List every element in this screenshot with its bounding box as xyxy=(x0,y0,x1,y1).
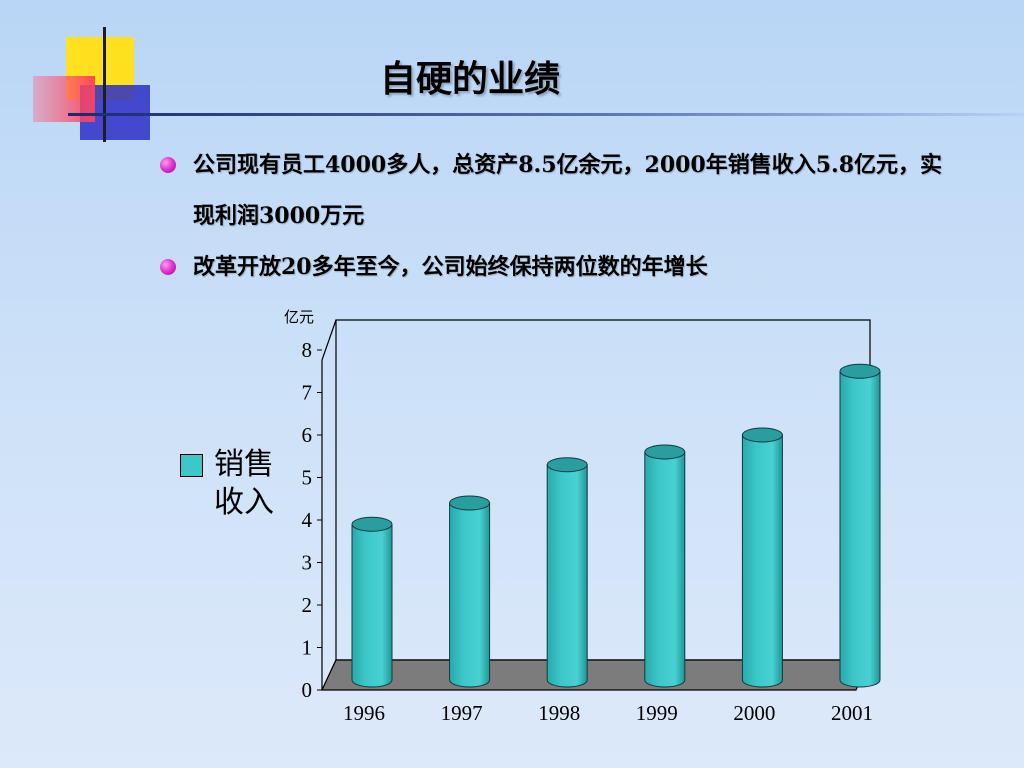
bar-top xyxy=(741,427,783,443)
y-tick-label: 2 xyxy=(302,593,313,617)
bar-top xyxy=(546,457,588,473)
title-underline xyxy=(68,113,1024,116)
y-tick-label: 1 xyxy=(302,636,313,660)
bullet-dot-icon xyxy=(160,259,176,275)
deco-vertical-line xyxy=(103,27,106,142)
bullet-text: 改革开放20多年至今，公司始终保持两位数的年增长 xyxy=(193,254,708,280)
sales-chart: 0 1 2 3 4 5 6 7 8 亿元 1996 1997 1998 1999 2000 2001 xyxy=(280,300,900,730)
x-tick-label: 2000 xyxy=(733,701,775,725)
bullet-item: 公司现有员工4000多人，总资产8.5亿余元，2000年销售收入5.8亿元，实现… xyxy=(160,140,960,242)
bar xyxy=(449,502,491,688)
title-decoration xyxy=(33,27,150,142)
x-tick-label: 1998 xyxy=(538,701,580,725)
y-tick-label: 0 xyxy=(302,678,313,702)
bullet-item: 改革开放20多年至今，公司始终保持两位数的年增长 xyxy=(160,242,960,293)
y-axis-unit-label: 亿元 xyxy=(284,308,314,326)
legend-swatch xyxy=(180,454,203,477)
y-tick-label: 6 xyxy=(302,423,313,447)
y-tick-label: 7 xyxy=(302,381,313,405)
bar-top xyxy=(449,495,491,511)
chart-back-wall xyxy=(335,319,871,661)
page-title: 自硬的业绩 xyxy=(379,59,560,100)
bullet-list: 公司现有员工4000多人，总资产8.5亿余元，2000年销售收入5.8亿元，实现… xyxy=(160,140,960,293)
y-tick-label: 4 xyxy=(302,508,313,532)
bar-top xyxy=(839,363,881,379)
bar xyxy=(351,523,393,688)
legend-label: 销售收入 xyxy=(214,447,274,520)
bar xyxy=(839,370,881,688)
bullet-dot-icon xyxy=(160,157,176,173)
bar xyxy=(546,464,588,688)
chart-canvas: 0 1 2 3 4 5 6 7 8 亿元 1996 1997 1998 1999 2000 2001 xyxy=(284,308,881,725)
bar-top xyxy=(644,444,686,460)
x-tick-label: 1996 xyxy=(343,701,385,725)
x-tick-label: 1999 xyxy=(636,701,678,725)
bar xyxy=(741,434,783,688)
y-tick-label: 3 xyxy=(302,551,313,575)
x-tick-label: 2001 xyxy=(831,701,873,725)
bar-top xyxy=(351,516,393,532)
chart-side-edge xyxy=(321,319,337,361)
bullet-text: 公司现有员工4000多人，总资产8.5亿余元，2000年销售收入5.8亿元，实现… xyxy=(193,152,943,229)
bar xyxy=(644,451,686,688)
chart-floor xyxy=(321,659,871,691)
y-tick-label: 5 xyxy=(302,466,313,490)
x-tick-label: 1997 xyxy=(441,701,483,725)
y-tick-label: 8 xyxy=(302,338,313,362)
